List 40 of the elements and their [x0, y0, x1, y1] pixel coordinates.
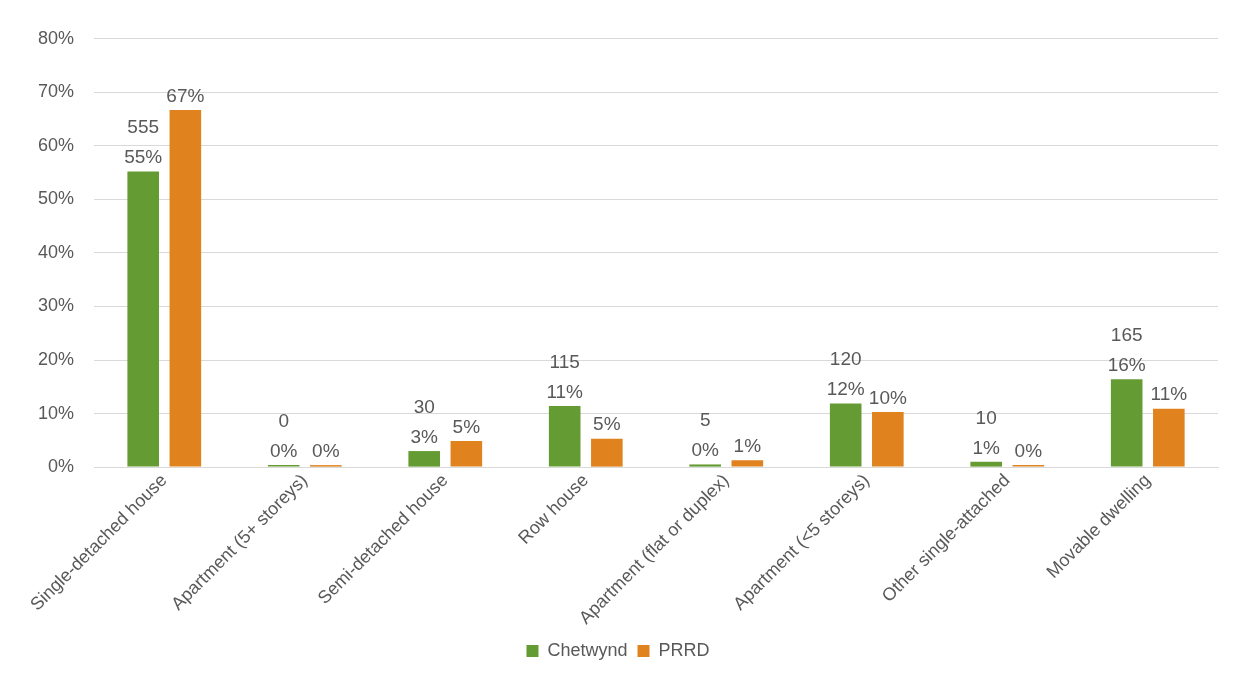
y-tick-label: 10%	[38, 402, 75, 423]
data-label: 30 3%	[410, 395, 439, 447]
bar	[548, 406, 581, 467]
data-label: 10%	[868, 386, 907, 408]
y-tick-label: 50%	[38, 188, 75, 209]
y-tick-label: 40%	[38, 241, 75, 262]
data-label: 120 12%	[826, 348, 865, 400]
bar	[450, 440, 483, 467]
data-label: 5%	[452, 415, 481, 437]
bar	[1153, 408, 1185, 467]
data-label: 1%	[733, 434, 762, 456]
data-label: 0%	[312, 439, 340, 461]
bar	[169, 110, 202, 467]
data-label: 10 1%	[972, 406, 1001, 458]
y-tick-label: 20%	[38, 349, 75, 370]
legend-label: PRRD	[658, 639, 710, 660]
data-label: 0 0%	[269, 409, 298, 461]
y-tick-label: 70%	[38, 81, 75, 102]
y-tick-label: 30%	[38, 295, 75, 316]
data-label: 5%	[593, 413, 621, 435]
data-label: 11%	[1150, 383, 1188, 405]
legend-label: Chetwynd	[547, 639, 628, 660]
data-label: 67%	[166, 84, 205, 106]
bar	[408, 451, 440, 467]
y-tick-label: 80%	[38, 27, 75, 48]
bar	[127, 171, 160, 467]
bar	[591, 438, 623, 467]
bar	[970, 461, 1002, 467]
bar	[829, 403, 862, 467]
y-tick-label: 60%	[38, 134, 75, 155]
bar	[689, 464, 721, 467]
bar	[731, 460, 764, 467]
data-label: 115 11%	[546, 350, 584, 402]
data-label: 5 0%	[691, 409, 720, 461]
data-label: 165 16%	[1107, 324, 1146, 376]
data-label: 0%	[1014, 439, 1043, 461]
bar	[1110, 379, 1143, 467]
bar	[872, 411, 904, 467]
data-label: 555 55%	[124, 116, 163, 168]
y-tick-label: 0%	[48, 456, 75, 477]
